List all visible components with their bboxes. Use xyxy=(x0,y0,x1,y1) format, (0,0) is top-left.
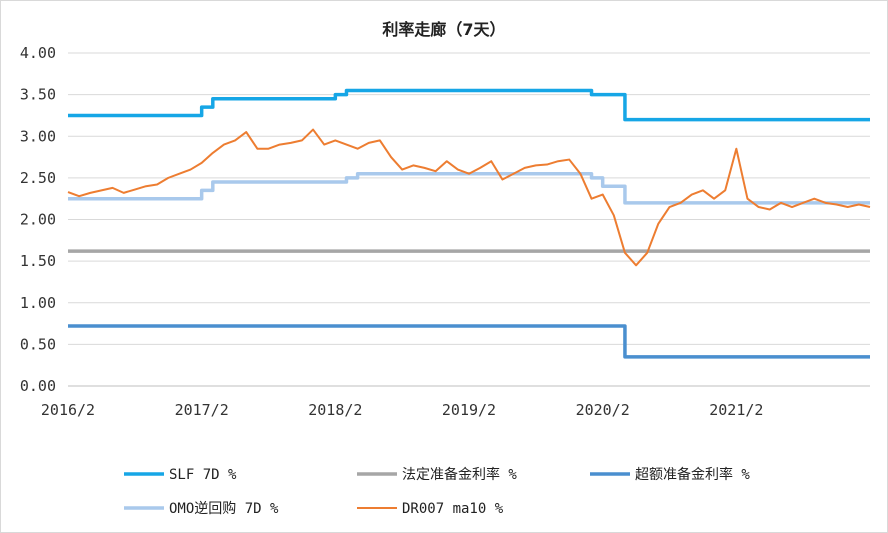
x-tick-label: 2020/2 xyxy=(576,401,630,419)
y-tick-label: 4.00 xyxy=(20,44,56,62)
legend-label: 超额准备金利率 % xyxy=(635,466,750,483)
y-axis-ticks: 0.00 0.50 1.00 1.50 2.00 2.50 3.00 3.50 4.00 xyxy=(20,44,56,395)
legend: SLF 7D % 法定准备金利率 % 超额准备金利率 % OMO逆回购 7D % DR0… xyxy=(124,466,750,517)
series-lines xyxy=(67,88,871,359)
x-tick-label: 2018/2 xyxy=(308,401,362,419)
x-tick-label: 2016/2 xyxy=(41,401,95,419)
legend-label: SLF 7D % xyxy=(169,467,237,483)
chart-title: 利率走廊（7天） xyxy=(382,20,506,39)
x-tick-label: 2019/2 xyxy=(442,401,496,419)
y-tick-label: 0.00 xyxy=(20,377,56,395)
gridlines xyxy=(68,52,870,345)
y-tick-label: 3.00 xyxy=(20,127,56,145)
series-line xyxy=(68,324,870,359)
x-tick-label: 2021/2 xyxy=(709,401,763,419)
x-tick-label: 2017/2 xyxy=(175,401,229,419)
series-line xyxy=(68,88,870,122)
series-line xyxy=(67,128,871,267)
y-tick-label: 1.50 xyxy=(20,252,56,270)
legend-label: DR007 ma10 % xyxy=(402,501,504,517)
legend-label: 法定准备金利率 % xyxy=(402,466,517,483)
legend-label: OMO逆回购 7D % xyxy=(169,501,279,517)
y-tick-label: 1.00 xyxy=(20,294,56,312)
y-tick-label: 0.50 xyxy=(20,335,56,353)
y-tick-label: 2.50 xyxy=(20,169,56,187)
y-tick-label: 2.00 xyxy=(20,211,56,229)
x-axis-ticks: 2016/2 2017/2 2018/2 2019/2 2020/2 2021/2 xyxy=(41,401,764,419)
y-tick-label: 3.50 xyxy=(20,86,56,104)
series-line xyxy=(68,171,870,205)
